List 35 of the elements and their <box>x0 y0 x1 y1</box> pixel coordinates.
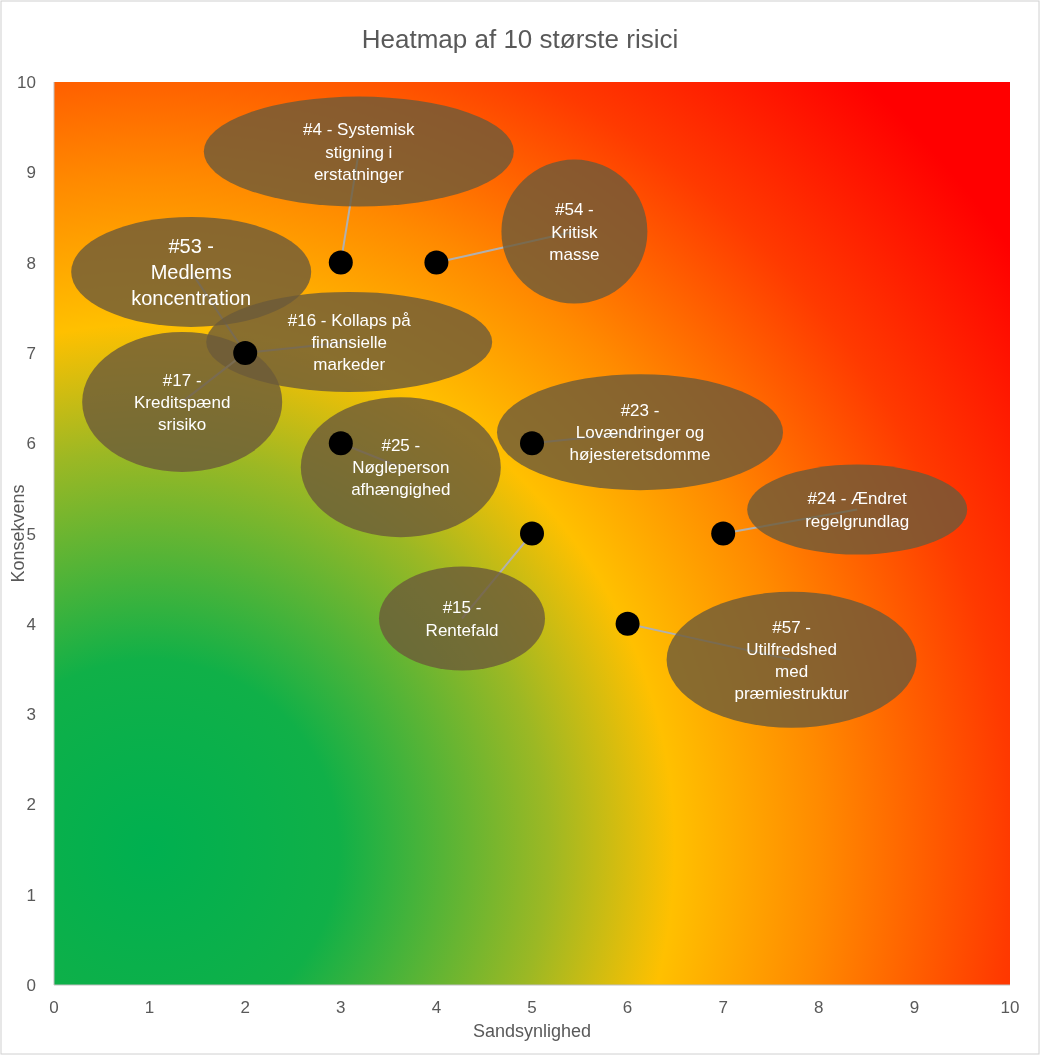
x-tick-label: 0 <box>49 998 59 1017</box>
y-tick-label: 5 <box>26 524 36 544</box>
y-tick-label: 1 <box>26 885 36 905</box>
x-tick-label: 4 <box>431 998 442 1017</box>
annotation: #57 - Utilfredshed med præmiestruktur <box>734 617 850 703</box>
annotation: #16 - Kollaps på finansielle markeder <box>287 310 412 374</box>
annotation: #4 - Systemisk stigning i erstatninger <box>303 120 416 184</box>
y-tick-label: 10 <box>17 73 36 92</box>
x-tick-label: 9 <box>909 998 920 1017</box>
x-tick-label: 1 <box>144 998 155 1017</box>
annotation: #25 - Nøgleperson afhængighed <box>351 436 451 500</box>
y-tick-label: 4 <box>26 614 36 634</box>
y-axis-title: Konsekvens <box>8 484 28 583</box>
y-tick-label: 3 <box>26 705 36 725</box>
y-tick-label: 2 <box>26 795 36 815</box>
annotation: #24 - Ændret regelgrundlag <box>805 489 910 531</box>
annotation: #54 - Kritisk masse <box>549 200 600 264</box>
y-tick-label: 7 <box>26 343 36 363</box>
y-tick-label: 9 <box>26 163 36 183</box>
y-tick-label: 8 <box>26 253 36 273</box>
annotation: #15 - Rentefald <box>425 598 499 640</box>
x-tick-label: 2 <box>240 998 250 1017</box>
x-tick-label: 10 <box>1000 998 1020 1017</box>
x-tick-label: 8 <box>814 998 824 1017</box>
y-tick-label: 0 <box>26 976 36 995</box>
y-tick-label: 6 <box>26 434 36 454</box>
x-tick-label: 7 <box>718 998 728 1017</box>
annotation: #17 - Kreditspænd srisiko <box>134 370 231 434</box>
x-axis-title: Sandsynlighed <box>472 1021 592 1041</box>
annotation: #53 - Medlems koncentration <box>131 234 252 309</box>
annotation: #23 - Lovændringer og højesteretsdomme <box>569 401 711 465</box>
x-tick-label: 6 <box>622 998 633 1017</box>
x-tick-label: 3 <box>336 998 346 1017</box>
chart-title: Heatmap af 10 største risici <box>361 24 679 54</box>
x-tick-label: 5 <box>527 998 537 1017</box>
